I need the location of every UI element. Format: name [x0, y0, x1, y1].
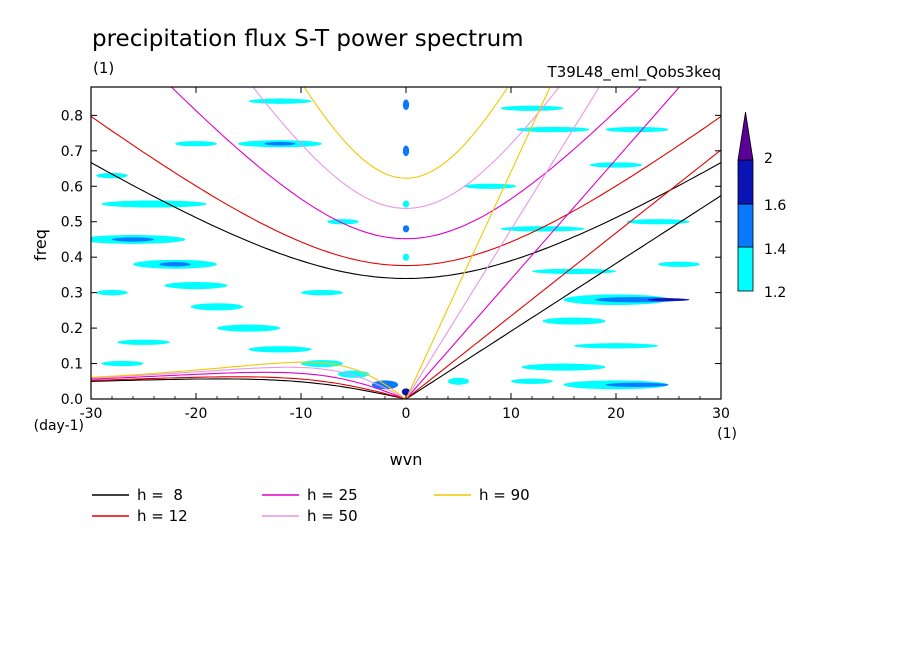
x-tick-label: 30	[712, 406, 730, 422]
contour-region	[301, 289, 343, 296]
contour-region	[595, 297, 679, 303]
y-axis-ticks: 0.0 0.1 0.2 0.3 0.4 0.5 0.6 0.7 0.8	[61, 108, 721, 408]
contour-region	[605, 126, 669, 133]
dispersion-curve-90	[303, 87, 509, 179]
legend-label: h = 25	[307, 486, 358, 504]
chart-subtitle-right: T39L48_eml_Qobs3keq	[547, 63, 721, 82]
contour-region	[574, 343, 658, 349]
chart-title: precipitation flux S-T power spectrum	[92, 26, 524, 52]
x-tick-label: 0	[402, 406, 411, 422]
contour-regions	[91, 98, 700, 396]
contour-region	[402, 200, 410, 208]
y-tick-label: 0.1	[61, 357, 83, 373]
y-tick-label: 0.7	[61, 144, 83, 160]
colorbar-segment	[737, 246, 754, 292]
colorbar-segment	[737, 203, 754, 248]
contour-region	[159, 262, 191, 267]
dispersion-curve-12	[91, 115, 721, 267]
dispersion-curve-90	[405, 87, 551, 399]
x-axis-label: wvn	[390, 450, 423, 469]
contour-region	[448, 377, 469, 385]
contour-region	[626, 219, 690, 225]
chart-subtitle-left: (1)	[93, 59, 114, 77]
x-tick-label: -30	[80, 406, 103, 422]
contour-region	[402, 253, 410, 261]
legend-label: h = 50	[307, 507, 358, 525]
contour-region	[605, 382, 669, 387]
contour-region	[542, 317, 606, 325]
contour-region	[117, 339, 170, 345]
dispersion-curve-90	[91, 361, 407, 399]
y-tick-label: 0.2	[61, 321, 83, 337]
contour-region	[175, 141, 217, 147]
x-tick-label: 20	[607, 406, 625, 422]
contour-region	[101, 360, 144, 367]
y-tick-label: 0.3	[61, 286, 83, 302]
contour-region	[516, 126, 590, 133]
dispersion-curve-25	[91, 371, 407, 399]
contour-region	[327, 219, 359, 225]
colorbar-label: 2	[764, 151, 773, 167]
y-tick-label: 0.5	[61, 215, 83, 231]
x-tick-label: 10	[502, 406, 520, 422]
dispersion-curve-12	[405, 149, 721, 399]
dispersion-curve-8	[91, 378, 407, 399]
x-axis-ticks: -30 -20 -10 0 10 20 30	[80, 87, 730, 422]
x-unit-label: (1)	[717, 426, 737, 442]
dispersion-curve-50	[252, 87, 560, 209]
legend: h = 8 h = 12 h = 25 h = 50 h = 90	[92, 486, 530, 525]
contour-region	[112, 237, 154, 242]
legend-label: h = 90	[479, 486, 530, 504]
contour-region	[511, 378, 553, 384]
y-unit-label: (day-1)	[34, 418, 84, 434]
plot-frame	[90, 86, 722, 400]
contour-region	[190, 303, 244, 311]
legend-label: h = 12	[137, 507, 188, 525]
y-tick-label: 0.4	[61, 250, 83, 266]
colorbar-label: 1.6	[764, 198, 786, 214]
contour-region	[301, 360, 343, 368]
contour-region	[402, 225, 410, 233]
colorbar-label: 1.2	[764, 285, 786, 301]
contour-region	[532, 268, 616, 275]
dispersion-curve-25	[405, 87, 681, 399]
contour-region	[500, 105, 564, 111]
contour-region	[264, 141, 296, 146]
dispersion-curves	[91, 87, 721, 399]
contour-region	[521, 363, 606, 371]
colorbar-label: 1.4	[764, 242, 786, 258]
contour-region	[101, 200, 207, 208]
dispersion-curve-25	[170, 87, 642, 240]
y-tick-label: 0.6	[61, 179, 83, 195]
y-tick-label: 0.0	[61, 392, 83, 408]
y-axis-label: freq	[31, 229, 50, 261]
dispersion-curve-12	[91, 376, 407, 399]
contour-region	[402, 99, 410, 111]
colorbar-max-arrow	[737, 111, 754, 161]
colorbar: 1.2 1.4 1.6 2	[737, 111, 786, 301]
contour-region	[463, 183, 517, 189]
contour-region	[96, 289, 128, 296]
contour-region	[647, 298, 690, 302]
dispersion-curve-8	[91, 162, 721, 280]
contour-region	[248, 346, 312, 353]
contour-region	[658, 261, 700, 267]
dispersion-curve-50	[91, 366, 407, 399]
dispersion-curve-8	[405, 195, 721, 399]
x-tick-label: -20	[185, 406, 208, 422]
legend-label: h = 8	[137, 486, 183, 504]
contour-region	[402, 145, 410, 157]
contour-region	[217, 324, 280, 332]
colorbar-segment	[737, 159, 754, 205]
contour-region	[164, 282, 228, 290]
y-tick-label: 0.8	[61, 108, 83, 124]
dispersion-curve-50	[405, 87, 601, 399]
x-tick-label: -10	[290, 406, 313, 422]
contour-region	[96, 172, 128, 179]
contour-region	[500, 226, 585, 232]
contour-region	[589, 162, 643, 168]
contour-region	[337, 370, 370, 378]
contour-region	[248, 98, 312, 104]
